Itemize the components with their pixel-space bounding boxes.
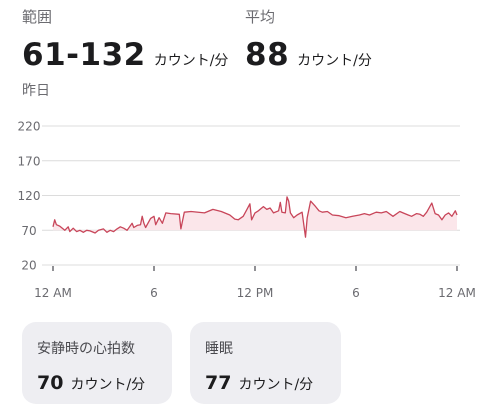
resting-card-value-row: 70 カウント/分 — [37, 372, 172, 394]
y-tick-label: 70 — [21, 224, 36, 238]
resting-card-title: 安静時の心拍数 — [37, 341, 135, 357]
resting-card-unit: カウント/分 — [70, 377, 146, 393]
range-value-row: 61-132 カウント/分 — [22, 37, 228, 73]
heart-rate-chart[interactable]: 220 170 120 70 20 12 AM 6 12 PM 6 12 AM — [0, 108, 480, 308]
average-unit: カウント/分 — [297, 53, 372, 69]
average-label: 平均 — [245, 8, 276, 26]
y-tick-label: 120 — [18, 189, 41, 203]
average-stat: 平均 88 カウント/分 — [245, 6, 372, 73]
average-value: 88 — [245, 37, 290, 73]
sleep-card-value-row: 77 カウント/分 — [205, 372, 341, 394]
x-tick-label: 12 AM — [438, 286, 476, 300]
range-unit: カウント/分 — [153, 53, 229, 69]
sleep-card-value: 77 — [205, 372, 232, 394]
y-tick-label: 170 — [18, 154, 41, 168]
range-label: 範囲 — [22, 8, 53, 26]
x-tick-label: 6 — [150, 286, 158, 300]
heart-rate-area — [53, 196, 457, 238]
sleep-card-unit: カウント/分 — [238, 377, 314, 393]
y-tick-label: 220 — [18, 120, 41, 134]
sleep-heart-rate-card[interactable]: 睡眠 77 カウント/分 — [190, 322, 341, 404]
x-tick-label: 12 PM — [237, 286, 274, 300]
y-tick-label: 20 — [21, 259, 36, 273]
resting-heart-rate-card[interactable]: 安静時の心拍数 70 カウント/分 — [22, 322, 172, 404]
sleep-card-title: 睡眠 — [205, 341, 233, 357]
range-value: 61-132 — [22, 37, 146, 73]
date-label: 昨日 — [22, 83, 50, 99]
x-tick-label: 12 AM — [34, 286, 72, 300]
heart-rate-line — [52, 196, 458, 238]
range-stat: 範囲 61-132 カウント/分 — [22, 6, 228, 73]
resting-card-value: 70 — [37, 372, 64, 394]
x-tick-label: 6 — [352, 286, 360, 300]
average-value-row: 88 カウント/分 — [245, 37, 372, 73]
